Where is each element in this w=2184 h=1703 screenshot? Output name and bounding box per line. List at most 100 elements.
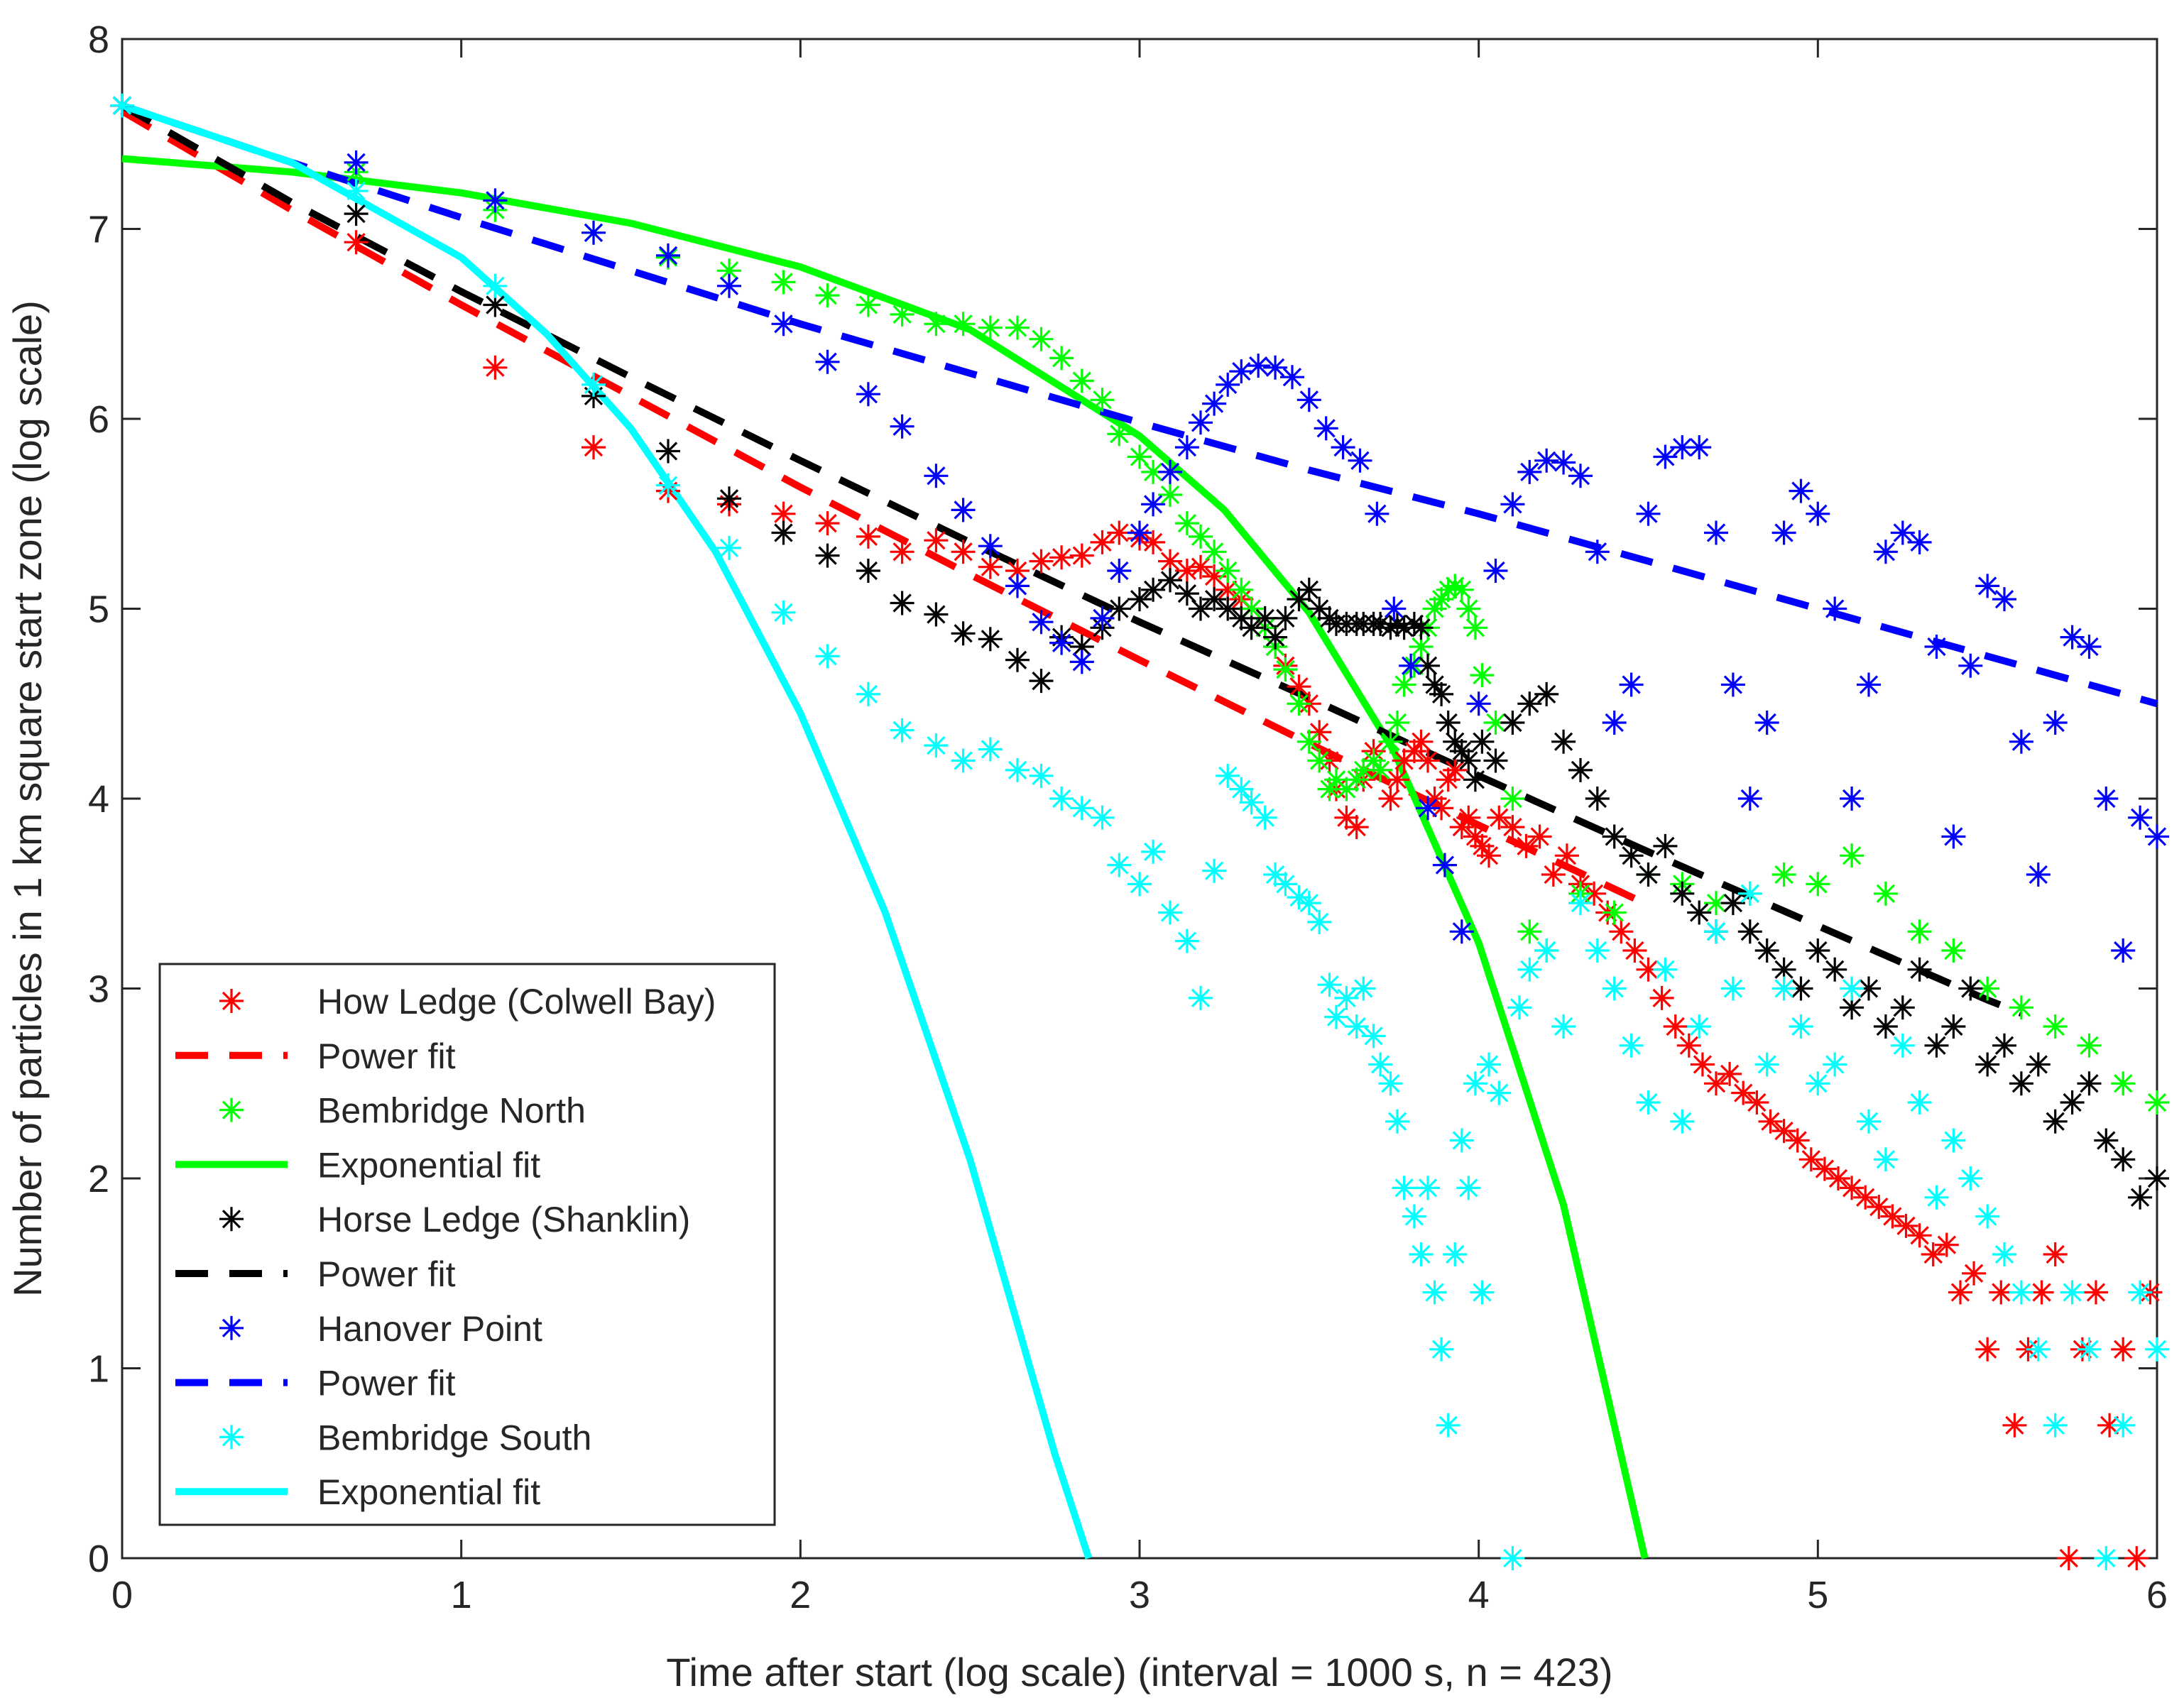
how-ledge-colwell-bay-point <box>2111 1337 2136 1362</box>
horse-ledge-shanklin-point <box>771 520 796 545</box>
horse-ledge-shanklin-point <box>856 559 880 583</box>
power-fit-line <box>120 108 1650 909</box>
bembridge-south-point <box>1534 938 1559 963</box>
horse-ledge-shanklin-point <box>815 543 840 568</box>
bembridge-south-point <box>1239 790 1264 815</box>
bembridge-south-point <box>890 718 914 743</box>
bembridge-south-point <box>1429 1337 1454 1362</box>
legend-label: Power fit <box>317 1036 456 1076</box>
bembridge-south-point <box>1368 1052 1393 1077</box>
horse-ledge-shanklin-point <box>1771 957 1796 982</box>
hanover-point-point <box>1754 711 1779 735</box>
bembridge-south-point <box>1941 1128 1966 1153</box>
how-ledge-colwell-bay-point <box>1826 1166 1850 1190</box>
hanover-point-point <box>1263 355 1288 380</box>
x-tick-label: 2 <box>790 1574 811 1616</box>
horse-ledge-shanklin-point <box>951 621 976 646</box>
bembridge-south-point <box>1378 1071 1403 1096</box>
bembridge-north-point <box>2077 1033 2102 1058</box>
how-ledge-colwell-bay-point <box>1402 739 1426 764</box>
legend-label: How Ledge (Colwell Bay) <box>317 982 716 1022</box>
bembridge-north-point <box>815 283 840 308</box>
bembridge-south-point <box>1704 919 1728 944</box>
how-ledge-colwell-bay-point <box>1690 1052 1715 1077</box>
bembridge-south-point <box>1361 1024 1386 1048</box>
horse-ledge-shanklin-point <box>1287 587 1311 612</box>
x-tick-label: 1 <box>451 1574 472 1616</box>
horse-ledge-shanklin-point <box>2009 1071 2033 1096</box>
how-ledge-colwell-bay-point <box>1429 796 1454 821</box>
how-ledge-colwell-bay-point <box>1514 833 1539 858</box>
how-ledge-colwell-bay-point <box>1107 520 1132 545</box>
bembridge-north-point <box>1463 615 1487 640</box>
axis-ticks: 0 1 2 3 4 5 6 0 1 2 3 4 5 6 7 8 <box>88 18 2168 1616</box>
how-ledge-colwell-bay-point <box>1867 1195 1891 1220</box>
bembridge-north-point <box>1029 327 1054 351</box>
legend-box <box>158 963 776 1526</box>
how-ledge-colwell-bay-point <box>1409 729 1434 754</box>
horse-ledge-shanklin-point <box>1368 611 1393 636</box>
bembridge-south-point <box>1229 777 1254 801</box>
how-ledge-colwell-bay-point <box>1005 559 1030 583</box>
bembridge-south-point <box>1174 929 1199 953</box>
horse-ledge-shanklin-point <box>1992 1033 2016 1058</box>
x-tick-label: 6 <box>2146 1574 2168 1616</box>
bembridge-north-point <box>856 292 880 317</box>
how-ledge-colwell-bay-point <box>2029 1280 2054 1305</box>
how-ledge-colwell-bay-point <box>1921 1242 1945 1266</box>
hanover-point-point <box>582 220 606 245</box>
horse-ledge-shanklin-point <box>1216 596 1240 621</box>
hanover-point-point <box>1653 444 1678 469</box>
how-ledge-colwell-bay-point <box>1771 1119 1796 1144</box>
exponential-fit-line <box>121 155 1649 1560</box>
bembridge-north-point <box>1941 938 1966 963</box>
legend-label: Exponential fit <box>317 1145 540 1185</box>
hanover-point-point <box>771 312 796 336</box>
how-ledge-colwell-bay-point <box>951 540 976 564</box>
how-ledge-colwell-bay-point <box>2002 1413 2027 1438</box>
bembridge-south-point <box>856 681 880 706</box>
y-tick-label: 7 <box>88 209 109 251</box>
bembridge-south-point <box>1568 891 1593 916</box>
bembridge-north-point <box>1500 787 1525 811</box>
horse-ledge-shanklin-point <box>1551 729 1576 754</box>
bembridge-south-point <box>1687 1014 1712 1039</box>
bembridge-south-point <box>1344 1014 1369 1039</box>
how-ledge-colwell-bay-point <box>1582 881 1607 906</box>
horse-ledge-shanklin-point <box>1941 1014 1966 1039</box>
horse-ledge-shanklin-point <box>1857 976 1881 1001</box>
bembridge-south-point <box>1324 1004 1348 1029</box>
horse-ledge-shanklin-point <box>2128 1185 2153 1210</box>
bembridge-north-point <box>1422 596 1447 621</box>
how-ledge-colwell-bay-point <box>1456 805 1481 830</box>
hanover-point-point <box>1331 435 1355 460</box>
bembridge-south-point <box>1273 872 1298 897</box>
bembridge-north-point <box>1456 596 1481 621</box>
bembridge-south-point <box>1890 1033 1915 1058</box>
bembridge-south-point <box>1737 881 1762 906</box>
hanover-point-point <box>1365 501 1389 526</box>
y-tick-label: 4 <box>88 778 109 821</box>
how-ledge-colwell-bay-point <box>1812 1156 1837 1181</box>
horse-ledge-shanklin-point <box>1636 863 1661 887</box>
bembridge-north-point <box>1287 691 1311 716</box>
bembridge-north-point <box>1806 872 1830 897</box>
bembridge-south-point <box>1789 1014 1813 1039</box>
y-tick-label: 8 <box>88 18 109 61</box>
how-ledge-colwell-bay-point <box>1853 1185 1878 1210</box>
how-ledge-colwell-bay-point <box>1385 767 1409 792</box>
hanover-point-point <box>1141 492 1166 517</box>
hanover-point-point <box>1158 459 1182 484</box>
hanover-point-point <box>1534 448 1559 473</box>
hanover-point-point <box>2043 711 2068 735</box>
how-ledge-colwell-bay-point <box>1636 957 1661 982</box>
how-ledge-colwell-bay-point <box>1449 815 1474 840</box>
horse-ledge-shanklin-point <box>1409 615 1434 640</box>
horse-ledge-shanklin-point <box>1924 1033 1949 1058</box>
hanover-point-point <box>1348 448 1372 473</box>
how-ledge-colwell-bay-point <box>1049 545 1074 570</box>
bembridge-south-point <box>1975 1204 2000 1229</box>
hanover-point-point <box>1049 630 1074 655</box>
how-ledge-colwell-bay-point <box>1975 1337 2000 1362</box>
bembridge-north-point <box>1378 729 1403 754</box>
